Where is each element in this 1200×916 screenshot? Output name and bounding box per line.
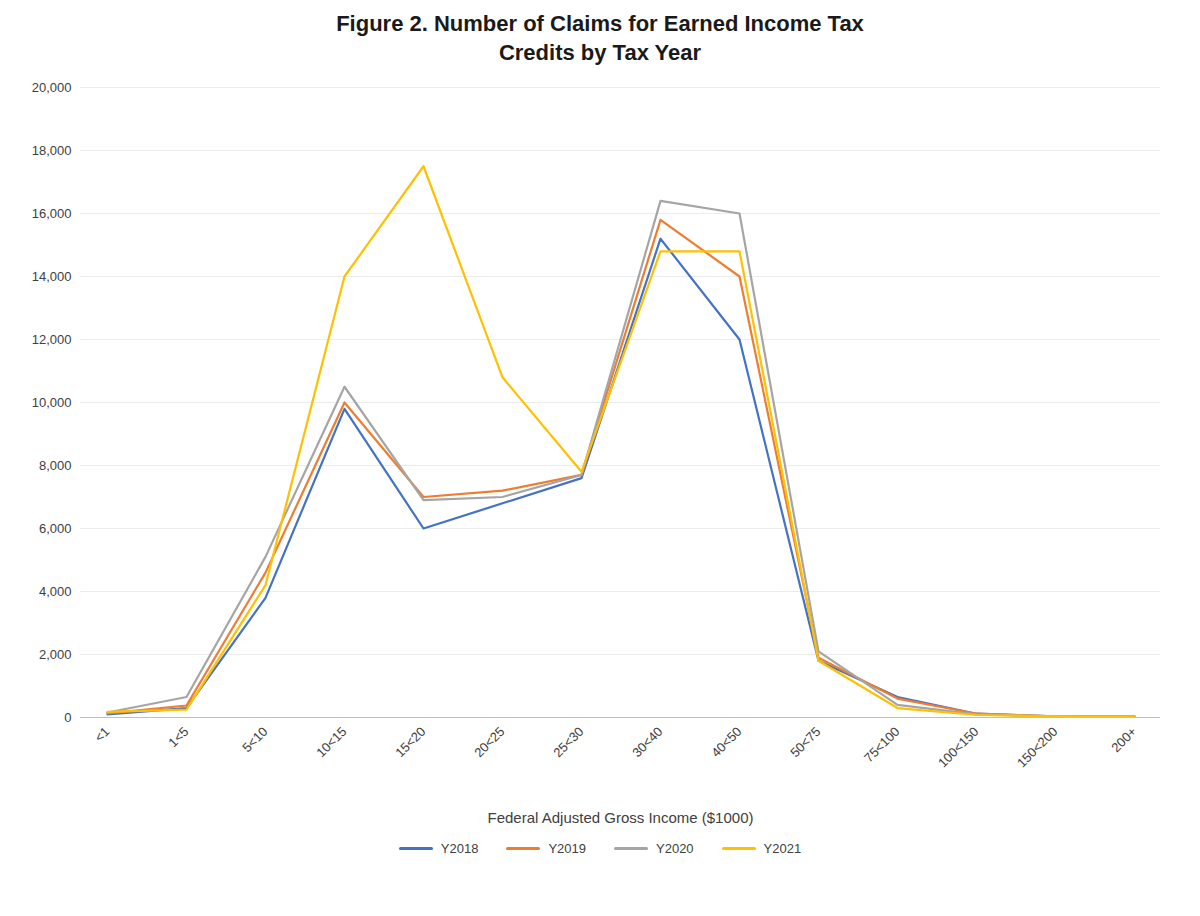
svg-text:0: 0 (64, 710, 71, 725)
svg-text:40<50: 40<50 (708, 724, 744, 760)
svg-text:10,000: 10,000 (32, 395, 72, 410)
svg-text:50<75: 50<75 (787, 724, 823, 760)
svg-text:30<40: 30<40 (629, 724, 665, 760)
svg-text:10<15: 10<15 (313, 724, 349, 760)
svg-text:14,000: 14,000 (32, 269, 72, 284)
svg-text:1<5: 1<5 (165, 724, 191, 750)
svg-text:20,000: 20,000 (32, 80, 72, 95)
svg-text:25<30: 25<30 (550, 724, 586, 760)
svg-text:5<10: 5<10 (239, 724, 270, 755)
svg-text:18,000: 18,000 (32, 143, 72, 158)
html-text:Y2020: Y2020 (656, 841, 694, 857)
svg-text:100<150: 100<150 (935, 724, 982, 771)
svg-text:6,000: 6,000 (39, 521, 72, 536)
svg-text:4,000: 4,000 (39, 584, 72, 599)
svg-text:2,000: 2,000 (39, 647, 72, 662)
svg-text:75<100: 75<100 (861, 724, 903, 766)
svg-text:200+: 200+ (1108, 724, 1139, 755)
svg-text:16,000: 16,000 (32, 206, 72, 221)
html-text:Y2019: Y2019 (548, 841, 586, 857)
svg-text:15<20: 15<20 (392, 724, 428, 760)
svg-text:Federal Adjusted Gross Income: Federal Adjusted Gross Income ($1000) (488, 809, 754, 826)
svg-text:150<200: 150<200 (1014, 724, 1061, 771)
svg-text:<1: <1 (91, 724, 112, 745)
svg-text:12,000: 12,000 (32, 332, 72, 347)
html-text:Y2021: Y2021 (763, 841, 802, 857)
svg-text:20<25: 20<25 (471, 724, 507, 760)
html-text:Figure 2. Number of Claims for: Figure 2. Number of Claims for Earned In… (336, 11, 864, 65)
svg-text:8,000: 8,000 (39, 458, 72, 473)
html-text:Y2018: Y2018 (440, 841, 479, 857)
